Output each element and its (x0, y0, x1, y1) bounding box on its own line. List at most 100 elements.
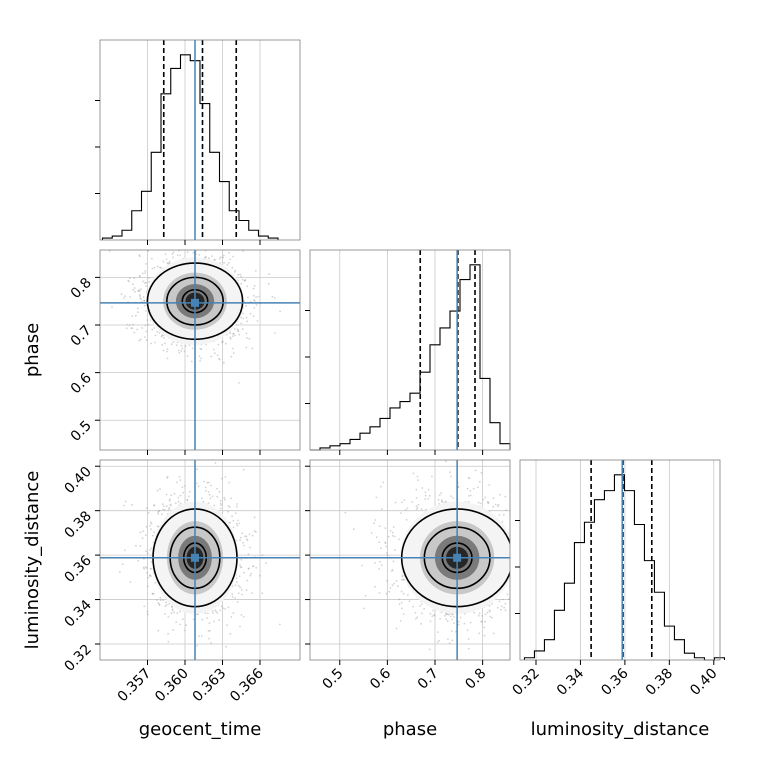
sample-point (391, 569, 394, 571)
sample-point (191, 347, 194, 350)
sample-point (492, 497, 495, 500)
sample-point (179, 502, 182, 505)
sample-point (253, 530, 256, 532)
sample-point (200, 248, 202, 250)
sample-point (237, 330, 240, 333)
sample-point (138, 289, 141, 291)
sample-point (161, 503, 164, 506)
sample-point (452, 613, 454, 616)
sample-point (492, 632, 495, 635)
sample-point (257, 295, 260, 298)
sample-point (344, 511, 347, 514)
sample-point (177, 496, 180, 499)
sample-point (246, 539, 249, 542)
sample-point (395, 580, 398, 582)
sample-point (445, 460, 447, 463)
sample-point (469, 621, 472, 624)
sample-point (133, 287, 136, 289)
sample-point (450, 475, 452, 478)
sample-point (515, 509, 517, 511)
sample-point (162, 349, 165, 352)
sample-point (213, 258, 216, 261)
sample-point (126, 323, 129, 326)
sample-point (375, 496, 378, 499)
sample-point (261, 592, 264, 595)
sample-point (125, 327, 128, 330)
sample-point (463, 622, 466, 625)
sample-point (218, 358, 221, 361)
sample-point (200, 348, 203, 351)
sample-point (437, 498, 440, 501)
sample-point (512, 587, 514, 589)
sample-point (398, 603, 401, 606)
sample-point (210, 355, 213, 358)
sample-point (515, 516, 517, 518)
sample-point (394, 501, 397, 504)
sample-point (373, 522, 375, 525)
sample-point (398, 598, 401, 601)
sample-point (160, 335, 163, 338)
sample-point (255, 531, 257, 533)
sample-point (241, 593, 243, 596)
panel-frame (99, 39, 301, 241)
sample-point (156, 265, 159, 268)
sample-point (158, 509, 161, 512)
sample-point (201, 245, 203, 247)
sample-point (240, 614, 243, 616)
sample-point (433, 614, 436, 617)
sample-point (446, 620, 449, 623)
sample-point (229, 633, 232, 635)
sample-point (214, 259, 217, 261)
sample-point (208, 622, 211, 624)
sample-point (229, 521, 232, 524)
sample-point (204, 256, 206, 259)
sample-point (146, 319, 149, 321)
sample-point (120, 293, 123, 296)
sample-point (253, 294, 255, 297)
sample-point (242, 312, 245, 315)
sample-point (400, 512, 402, 514)
sample-point (259, 574, 261, 577)
sample-point (183, 629, 186, 632)
sample-point (181, 347, 184, 350)
sample-point (202, 500, 205, 503)
sample-point (251, 534, 254, 537)
sample-point (227, 505, 230, 507)
sample-point (216, 487, 218, 490)
sample-point (514, 559, 516, 561)
sample-point (161, 513, 163, 516)
sample-point (380, 564, 383, 566)
sample-point (469, 494, 472, 497)
sample-point (511, 519, 513, 521)
sample-point (253, 516, 256, 519)
sample-point (237, 273, 240, 276)
sample-point (477, 486, 479, 489)
sample-point (206, 612, 209, 615)
sample-point (165, 601, 168, 604)
sample-point (421, 487, 424, 489)
sample-point (363, 607, 365, 610)
sample-point (273, 296, 276, 299)
sample-point (527, 583, 529, 585)
sample-point (253, 299, 256, 302)
sample-point (447, 638, 449, 640)
sample-point (172, 251, 175, 254)
sample-point (142, 280, 145, 283)
sample-point (517, 545, 519, 547)
sample-point (220, 605, 223, 607)
sample-point (551, 568, 553, 570)
sample-point (416, 475, 419, 478)
sample-point (180, 344, 183, 347)
sample-point (162, 260, 165, 263)
sample-point (466, 629, 469, 632)
sample-point (222, 254, 225, 257)
sample-point (145, 281, 148, 284)
sample-point (198, 355, 201, 358)
x-axis-label-luminosity_distance: luminosity_distance (531, 719, 710, 740)
sample-point (139, 531, 142, 534)
sample-point (149, 567, 152, 570)
sample-point (252, 315, 255, 318)
sample-point (504, 602, 507, 605)
sample-point (235, 581, 238, 583)
sample-point (463, 452, 465, 454)
